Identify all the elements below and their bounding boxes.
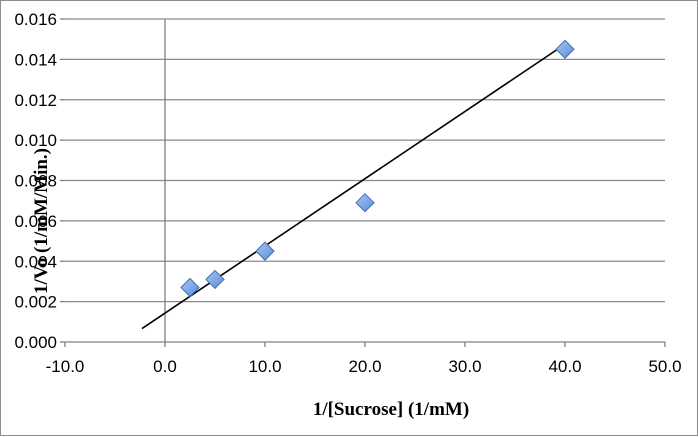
y-tick-label: 0.000: [14, 333, 57, 352]
y-tick-label: 0.004: [14, 252, 57, 271]
data-point-marker: [205, 269, 225, 290]
data-point-marker: [255, 241, 275, 261]
y-tick-label: 0.006: [14, 212, 57, 231]
x-tick-label: 40.0: [548, 357, 581, 376]
y-tick-label: 0.016: [14, 10, 57, 29]
x-axis-title: 1/[Sucrose] (1/mM): [313, 399, 469, 420]
x-tick-label: 20.0: [348, 357, 381, 376]
y-tick-label: 0.002: [14, 293, 57, 312]
data-point-marker: [355, 192, 375, 213]
x-tick-label: 10.0: [248, 357, 281, 376]
y-tick-label: 0.012: [14, 91, 57, 110]
tick-labels: 0.000 0.002 0.004 0.006 0.008 0.010 0.012 0.014…: [14, 10, 681, 376]
x-tick-label: 0.0: [153, 357, 177, 376]
trendline: [141, 43, 566, 330]
y-axis-title: 1/Vo (1/mM/Min.): [31, 148, 52, 294]
x-tick-label: -10.0: [46, 357, 85, 376]
axes: [60, 18, 666, 347]
y-tick-label: 0.010: [14, 131, 57, 150]
data-point-marker: [555, 39, 575, 59]
y-tick-label: 0.008: [14, 172, 57, 191]
data-points: [180, 39, 575, 298]
x-tick-label: 50.0: [648, 357, 681, 376]
x-tick-label: 30.0: [448, 357, 481, 376]
gridlines: [65, 18, 665, 303]
data-point-marker: [180, 277, 200, 298]
trendline-layer: [141, 43, 566, 330]
y-tick-label: 0.014: [14, 50, 57, 69]
